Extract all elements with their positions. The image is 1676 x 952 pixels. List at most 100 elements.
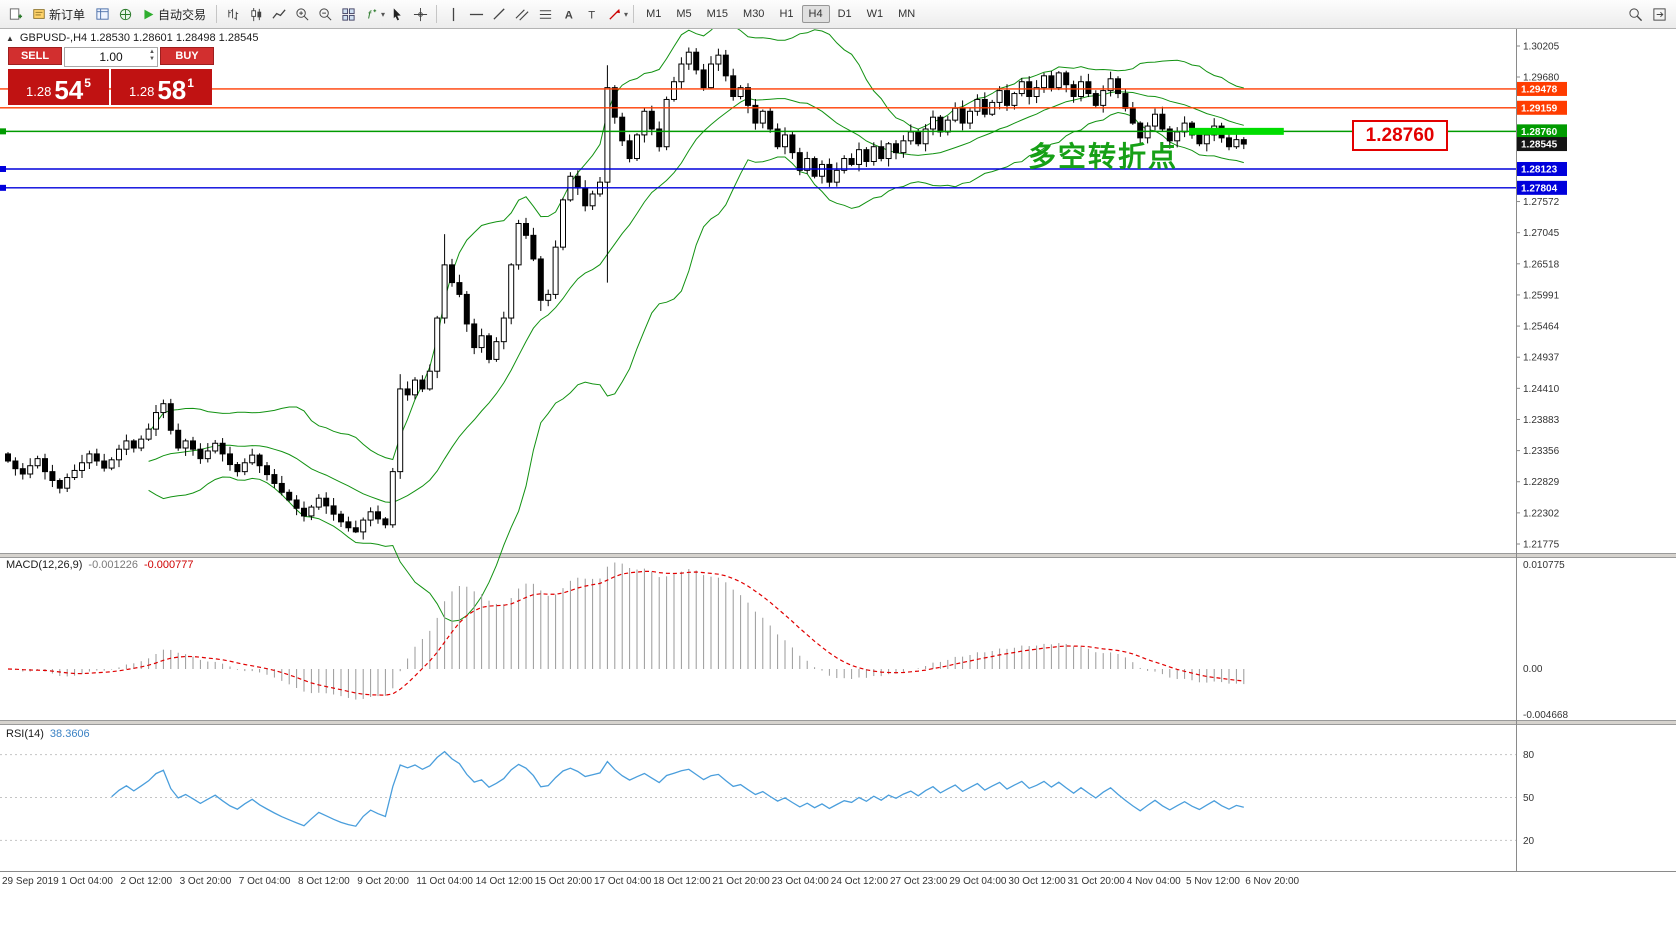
timeframe-w1[interactable]: W1: [866, 8, 884, 20]
indicators-icon[interactable]: f: [360, 3, 382, 25]
line-handle[interactable]: [0, 184, 6, 191]
price-badge: [1517, 81, 1567, 96]
buy-price-pipette: 1: [187, 76, 194, 90]
rsi-name: RSI(14): [6, 728, 44, 740]
svg-text:14 Oct 12:00: 14 Oct 12:00: [476, 876, 534, 887]
one-click-trading-panel: SELL 1.00 ▲ ▼ BUY 1.28 54 5 1.28 58 1: [8, 47, 214, 105]
timeframe-m1[interactable]: M1: [646, 8, 662, 20]
macd-signal-line: [7, 570, 1244, 696]
new-chart-icon[interactable]: [4, 3, 26, 25]
timeframe-h4[interactable]: H4: [801, 5, 830, 23]
macd-main-value: -0.001226: [88, 559, 138, 571]
chart-ohlc-header: ▲ GBPUSD-,H4 1.28530 1.28601 1.28498 1.2…: [6, 32, 258, 44]
collapse-panel-icon[interactable]: ▲: [6, 33, 14, 43]
svg-text:1.30205: 1.30205: [1523, 42, 1560, 53]
channel-tool-icon[interactable]: [511, 3, 533, 25]
label-tool-icon[interactable]: T: [580, 3, 602, 25]
text-tool-icon[interactable]: A: [557, 3, 579, 25]
sell-button[interactable]: SELL: [8, 47, 62, 65]
svg-text:f: f: [367, 9, 372, 21]
ohlc-text: GBPUSD-,H4 1.28530 1.28601 1.28498 1.285…: [19, 32, 259, 44]
svg-text:23 Oct 04:00: 23 Oct 04:00: [772, 876, 830, 887]
line-chart-icon[interactable]: [268, 3, 290, 25]
svg-text:3 Oct 20:00: 3 Oct 20:00: [180, 876, 232, 887]
buy-button[interactable]: BUY: [160, 47, 214, 65]
market-watch-icon[interactable]: [91, 3, 113, 25]
timeframe-d1[interactable]: D1: [837, 8, 852, 20]
volume-value: 1.00: [99, 50, 123, 64]
svg-text:1.25464: 1.25464: [1523, 322, 1560, 333]
timeframe-m5[interactable]: M5: [676, 8, 692, 20]
arrows-dropdown-icon[interactable]: ▾: [624, 9, 629, 19]
price-callout-label[interactable]: 1.28760: [1352, 120, 1448, 151]
svg-text:1.29478: 1.29478: [1521, 84, 1558, 95]
order-ticket-icon: [33, 9, 45, 19]
vertical-line-tool-icon[interactable]: [442, 3, 464, 25]
chart-annotation-text[interactable]: 多空转折点: [1028, 141, 1179, 172]
line-handle[interactable]: [0, 165, 6, 172]
svg-text:4 Nov 04:00: 4 Nov 04:00: [1127, 876, 1181, 887]
svg-text:1.29680: 1.29680: [1523, 73, 1560, 84]
zoom-out-icon[interactable]: [314, 3, 336, 25]
timeframe-mn[interactable]: MN: [898, 8, 916, 20]
horizontal-line-tool-icon[interactable]: [465, 3, 487, 25]
tile-windows-icon[interactable]: [337, 3, 359, 25]
timeframe-m15[interactable]: M15: [706, 8, 729, 20]
play-icon: [144, 9, 154, 19]
spinner-down-icon[interactable]: ▼: [149, 56, 155, 62]
timeframe-h1[interactable]: H1: [779, 8, 794, 20]
chart-shift-icon[interactable]: [1648, 3, 1670, 25]
cursor-icon[interactable]: [386, 3, 408, 25]
svg-text:A: A: [564, 9, 572, 21]
bar-chart-icon[interactable]: [222, 3, 244, 25]
svg-text:8 Oct 12:00: 8 Oct 12:00: [298, 876, 350, 887]
buy-price-prefix: 1.28: [129, 84, 155, 99]
indicators-dropdown-icon[interactable]: ▾: [381, 9, 386, 19]
svg-text:30 Oct 12:00: 30 Oct 12:00: [1008, 876, 1066, 887]
svg-text:1.23356: 1.23356: [1523, 446, 1560, 457]
spinner-up-icon[interactable]: ▲: [149, 49, 155, 55]
navigator-icon[interactable]: [114, 3, 136, 25]
svg-text:29 Oct 04:00: 29 Oct 04:00: [949, 876, 1007, 887]
autotrade-button[interactable]: 自动交易: [137, 4, 211, 25]
zoom-in-icon[interactable]: [291, 3, 313, 25]
highlight-trend-segment[interactable]: [1189, 127, 1284, 135]
crosshair-icon[interactable]: [409, 3, 431, 25]
svg-text:27 Oct 23:00: 27 Oct 23:00: [890, 876, 948, 887]
arrow-tool-icon[interactable]: [603, 3, 625, 25]
volume-stepper[interactable]: 1.00 ▲ ▼: [64, 47, 158, 67]
svg-text:21 Oct 20:00: 21 Oct 20:00: [712, 876, 770, 887]
macd-axis: 0.010775: [1523, 560, 1565, 571]
svg-text:7 Oct 04:00: 7 Oct 04:00: [239, 876, 291, 887]
price-badge: [1517, 124, 1567, 139]
svg-text:50: 50: [1523, 793, 1535, 804]
price-badge: [1517, 180, 1567, 195]
new-order-button[interactable]: 新订单: [27, 4, 90, 25]
fibonacci-tool-icon[interactable]: [534, 3, 556, 25]
rsi-line: [111, 750, 1244, 827]
time-axis[interactable]: 29 Sep 2019 1 Oct 04:00 2 Oct 12:00 3 Oct 2…: [2, 876, 1300, 887]
svg-text:1.26518: 1.26518: [1523, 259, 1560, 270]
volume-spinner[interactable]: ▲ ▼: [149, 49, 155, 63]
macd-name: MACD(12,26,9): [6, 559, 83, 571]
trendline-tool-icon[interactable]: [488, 3, 510, 25]
line-handle[interactable]: [0, 128, 6, 135]
svg-text:1.24937: 1.24937: [1523, 353, 1560, 364]
price-badge: [1517, 100, 1567, 115]
svg-text:17 Oct 04:00: 17 Oct 04:00: [594, 876, 652, 887]
price-badge: [1517, 161, 1567, 176]
svg-text:11 Oct 04:00: 11 Oct 04:00: [416, 876, 473, 887]
buy-quote-button[interactable]: 1.28 58 1: [111, 69, 212, 105]
sell-quote-button[interactable]: 1.28 54 5: [8, 69, 109, 105]
svg-text:6 Nov 20:00: 6 Nov 20:00: [1245, 876, 1299, 887]
candlestick-chart-icon[interactable]: [245, 3, 267, 25]
svg-text:20: 20: [1523, 836, 1535, 847]
autotrade-label: 自动交易: [158, 7, 207, 22]
chart-canvas[interactable]: 1.302051.296801.291531.286261.280991.275…: [0, 29, 1676, 952]
macd-histogram: [14, 562, 1245, 700]
chart-window[interactable]: 1.302051.296801.291531.286261.280991.275…: [0, 29, 1676, 952]
timeframe-m30[interactable]: M30: [743, 8, 765, 20]
svg-text:1.29159: 1.29159: [1521, 103, 1558, 114]
toolbar-separator: [436, 5, 438, 23]
search-icon[interactable]: [1624, 3, 1646, 25]
